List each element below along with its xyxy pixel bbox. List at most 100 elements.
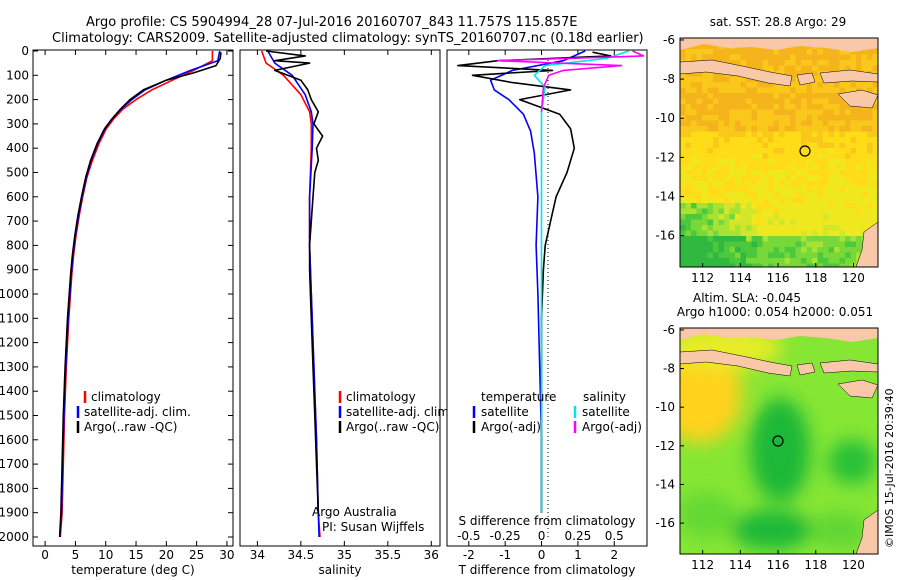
sst-cell (784, 175, 791, 182)
sst-cell (735, 263, 741, 267)
sst-cell (680, 186, 686, 193)
sst-cell (834, 230, 840, 237)
sst-cell (762, 126, 769, 132)
sst-cell (823, 170, 829, 176)
sst-cell (773, 82, 780, 88)
sst-cell (713, 241, 719, 248)
x-tick-label: 34 (250, 548, 265, 562)
sst-cell (724, 263, 730, 267)
legend-argo: Argo(..raw -QC) (84, 420, 177, 434)
sst-cell (713, 153, 719, 160)
sst-cell (691, 93, 697, 99)
sst-cell (828, 109, 835, 116)
sst-cell (696, 115, 703, 121)
sst-cell (746, 214, 752, 220)
sst-cell (762, 98, 769, 105)
sst-cell (801, 115, 807, 121)
sst-cell (680, 263, 686, 267)
sst-cell (713, 93, 719, 99)
sst-cell (707, 247, 714, 253)
sst-cell (680, 153, 686, 160)
legend-satellite-adj: satellite-adj. clim. (346, 405, 453, 419)
sst-cell (795, 236, 802, 242)
map-y-tick-label: -12 (655, 439, 675, 453)
sst-cell (834, 153, 840, 160)
sst-cell (691, 131, 697, 138)
sst-cell (707, 148, 714, 154)
sst-cell (872, 170, 878, 176)
sst-cell (850, 186, 857, 193)
sst-cell (861, 153, 868, 160)
sst-cell (729, 186, 736, 193)
sst-cell (867, 87, 873, 94)
sst-cell (795, 241, 802, 248)
sst-cell (768, 148, 774, 154)
sst-cell (817, 137, 824, 143)
sst-cell (806, 131, 813, 138)
sst-cell (795, 208, 802, 215)
sst-cell (806, 159, 813, 165)
sst-cell (707, 126, 714, 132)
sst-cell (729, 203, 736, 209)
sst-cell (729, 49, 736, 55)
sst-cell (735, 236, 741, 242)
sst-cell (861, 65, 868, 72)
sst-cell (812, 170, 818, 176)
sst-cell (845, 126, 851, 132)
sst-cell (834, 60, 840, 66)
sst-cell (740, 109, 747, 116)
sst-cell (757, 258, 763, 264)
sst-cell (702, 115, 708, 121)
sst-cell (845, 252, 851, 259)
map-x-tick-label: 114 (729, 271, 752, 285)
sst-cell (784, 225, 791, 231)
sst-cell (790, 214, 796, 220)
sst-cell (834, 181, 840, 187)
sst-cell (702, 93, 708, 99)
sst-cell (834, 87, 840, 94)
sst-cell (784, 60, 791, 66)
sst-cell (801, 49, 807, 55)
sst-cell (823, 252, 829, 259)
sst-cell (718, 236, 725, 242)
sst-cell (784, 258, 791, 264)
sst-cell (861, 225, 868, 231)
sst-cell (834, 131, 840, 138)
temperature-xlabel: temperature (deg C) (71, 563, 194, 577)
sst-cell (856, 170, 862, 176)
x-tick-label: 35.5 (374, 548, 401, 562)
land-mass (680, 38, 878, 267)
sst-cell (696, 164, 703, 171)
sst-cell (707, 214, 714, 220)
sst-cell (856, 54, 862, 61)
sst-cell (680, 192, 686, 198)
sst-cell (680, 252, 686, 259)
sst-cell (812, 65, 818, 72)
sst-cell (691, 71, 697, 77)
sst-cell (834, 219, 840, 226)
sst-cell (696, 71, 703, 77)
s-tick-label: 0 (538, 529, 546, 543)
sst-cell (751, 203, 758, 209)
header-line-2: Climatology: CARS2009. Satellite-adjuste… (52, 31, 644, 46)
sst-cell (806, 214, 813, 220)
sst-cell (757, 60, 763, 66)
sst-cell (784, 98, 791, 105)
sst-cell (713, 203, 719, 209)
sst-cell (685, 258, 692, 264)
x-tick-label: 25 (189, 548, 204, 562)
sst-cell (828, 87, 835, 94)
sst-cell (768, 258, 774, 264)
sst-cell (680, 247, 686, 253)
sst-cell (746, 192, 752, 198)
sst-cell (784, 137, 791, 143)
sst-cell (702, 241, 708, 248)
sst-cell (823, 175, 829, 182)
sst-cell (773, 115, 780, 121)
sst-cell (680, 137, 686, 143)
sst-cell (867, 186, 873, 193)
sst-cell (867, 142, 873, 149)
sst-cell (740, 236, 747, 242)
sst-cell (724, 225, 730, 231)
sst-cell (834, 225, 840, 231)
